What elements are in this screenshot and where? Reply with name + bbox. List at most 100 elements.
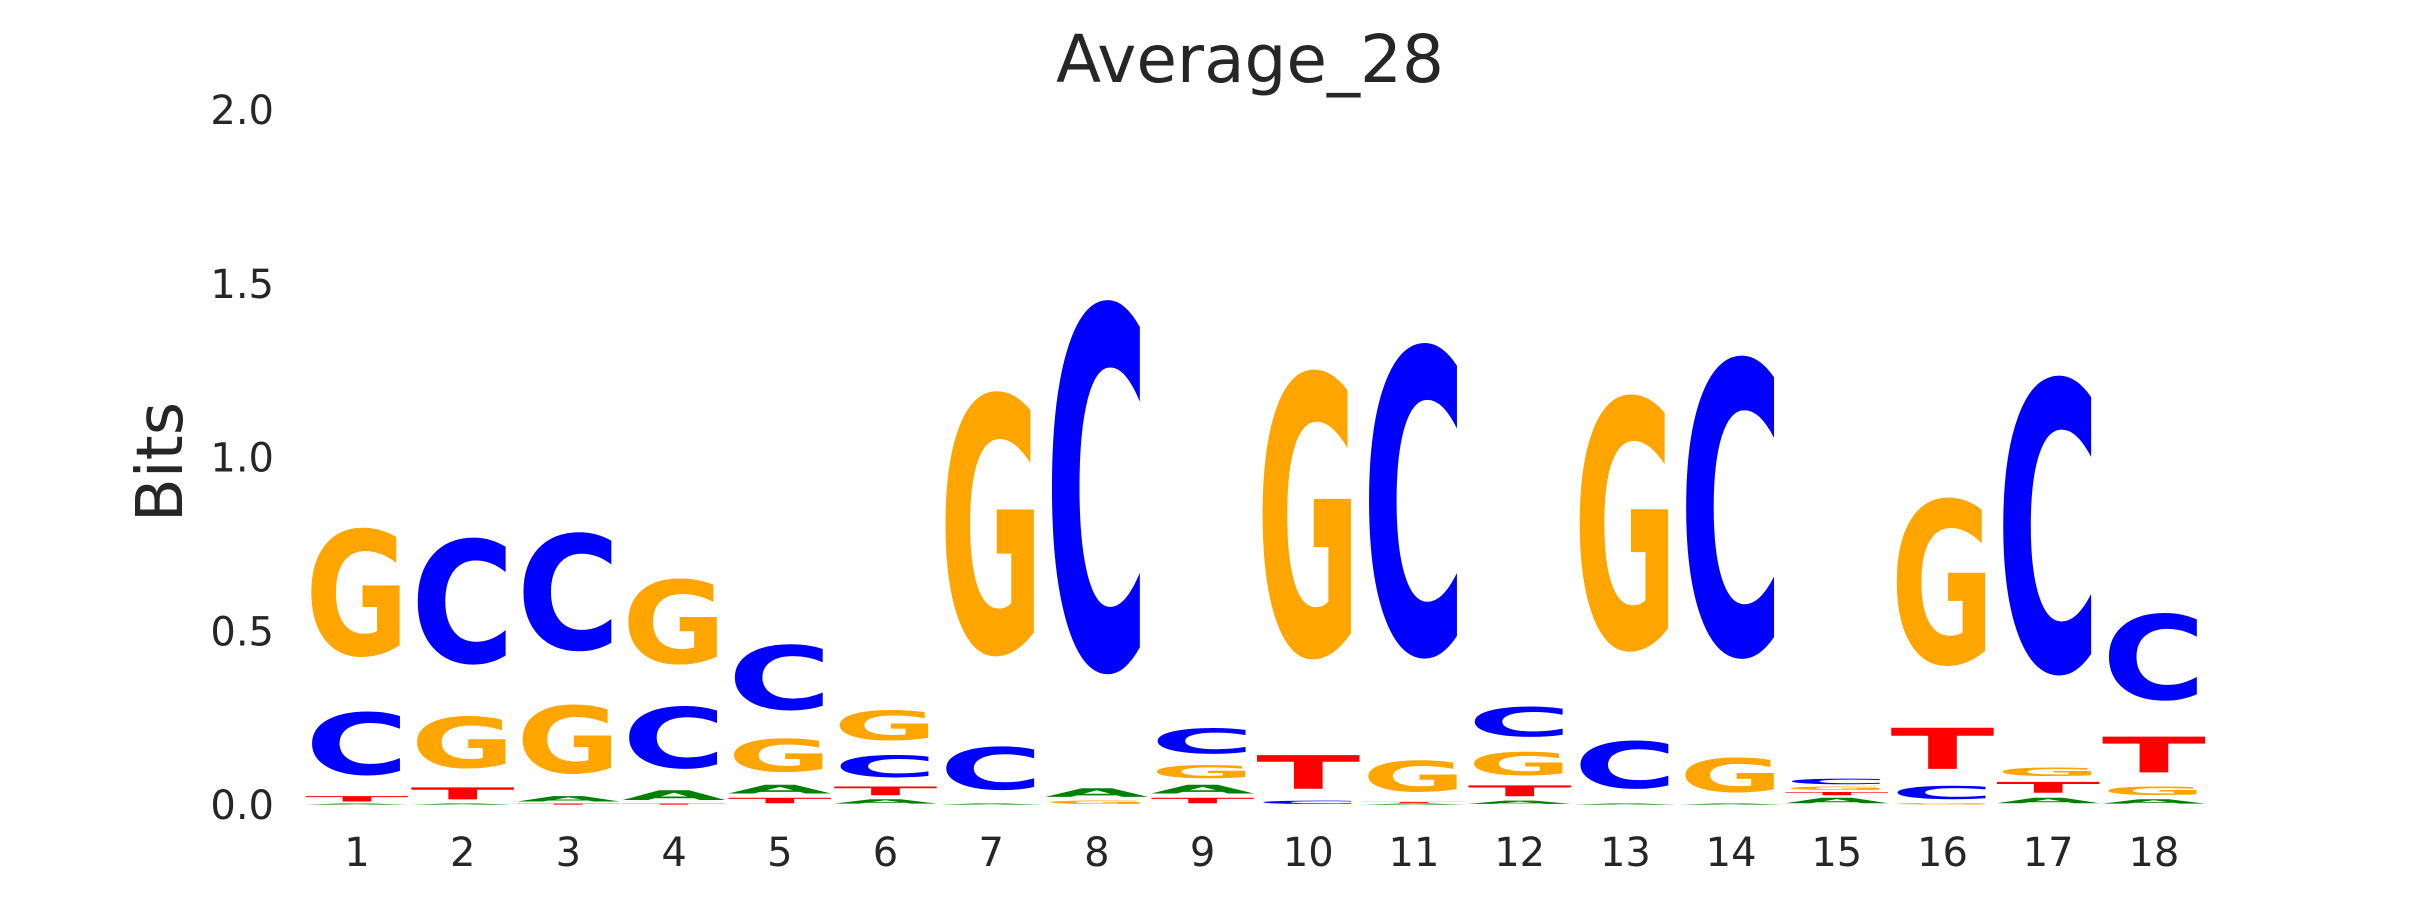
logo-letter-c: C xyxy=(2102,592,2206,727)
logo-letter-t: T xyxy=(516,803,620,805)
logo-letter-a: A xyxy=(1785,796,1889,805)
x-tick-label: 5 xyxy=(767,830,792,876)
logo-letter-c: C xyxy=(622,691,726,788)
logo-letter-t: T xyxy=(1256,746,1360,800)
logo-letter-a: A xyxy=(622,788,726,804)
logo-letter-c: C xyxy=(305,696,409,795)
logo-letter-a: A xyxy=(1468,800,1573,805)
logo-letter-t: T xyxy=(728,796,833,805)
logo-letter-g: G xyxy=(1045,800,1149,805)
logo-letter-g: G xyxy=(1256,299,1360,745)
y-axis-label: Bits xyxy=(124,402,198,522)
x-tick-label: 2 xyxy=(450,830,475,876)
logo-letter-g: G xyxy=(516,688,620,795)
logo-letter-t: T xyxy=(1362,802,1466,804)
logo-letter-g: G xyxy=(1996,765,2100,779)
logo-letter-c: C xyxy=(1362,267,1466,752)
logo-letter-g: G xyxy=(1891,803,1995,805)
logo-letter-c: C xyxy=(1468,699,1572,746)
logo-letter-g: G xyxy=(1785,786,1889,791)
y-tick-label: 2.0 xyxy=(210,88,274,134)
logo-letter-c: C xyxy=(516,504,620,687)
logo-letter-a: A xyxy=(2102,798,2207,805)
x-tick-label: 12 xyxy=(1494,830,1545,876)
logo-letter-c: C xyxy=(1996,304,2100,765)
logo-letter-a: A xyxy=(411,803,516,805)
logo-letter-g: G xyxy=(305,497,409,696)
y-tick-label: 1.0 xyxy=(210,436,274,482)
logo-letter-a: A xyxy=(305,803,410,805)
logo-letter-g: G xyxy=(411,703,515,784)
logo-letter-c: C xyxy=(1045,208,1149,784)
logo-letter-t: T xyxy=(1996,779,2100,796)
logo-letter-g: G xyxy=(939,327,1043,735)
logo-letter-a: A xyxy=(516,795,620,804)
letter-stacks: ATCGATGCTAGCTACGTAGCATCGACGGACTAGCCTGATG… xyxy=(305,208,2206,805)
logo-letter-a: A xyxy=(728,782,832,796)
x-tick-label: 3 xyxy=(556,830,581,876)
logo-letter-c: C xyxy=(939,736,1043,803)
logo-letter-g: G xyxy=(622,560,726,691)
logo-letter-t: T xyxy=(834,784,938,798)
y-axis-ticks: 0.0 0.5 1.0 1.5 2.0 xyxy=(210,88,274,829)
logo-letter-t: T xyxy=(1151,796,1256,805)
logo-letter-g: G xyxy=(2102,784,2206,798)
chart-title: Average_28 xyxy=(1056,21,1444,98)
logo-letter-c: C xyxy=(728,628,832,730)
x-tick-label: 8 xyxy=(1084,830,1109,876)
logo-letter-a: A xyxy=(939,803,1044,805)
y-tick-label: 1.5 xyxy=(210,262,274,308)
logo-letter-t: T xyxy=(1891,717,1995,783)
x-tick-label: 10 xyxy=(1283,830,1334,876)
logo-letter-g: G xyxy=(728,731,832,783)
logo-letter-g: G xyxy=(1891,456,1995,715)
x-tick-label: 15 xyxy=(1811,830,1862,876)
x-tick-label: 9 xyxy=(1190,830,1215,876)
logo-letter-c: C xyxy=(1573,729,1677,803)
logo-letter-a: A xyxy=(1573,803,1678,805)
logo-letter-a: A xyxy=(1679,803,1784,805)
logo-letter-t: T xyxy=(305,795,410,804)
logo-letter-g: G xyxy=(1468,746,1572,783)
logo-column: ACG xyxy=(1573,332,1678,805)
x-tick-label: 13 xyxy=(1600,830,1651,876)
x-tick-label: 14 xyxy=(1706,830,1757,876)
logo-letter-c: C xyxy=(1151,722,1255,762)
logo-column: ACG xyxy=(939,327,1044,805)
x-tick-label: 18 xyxy=(2128,830,2179,876)
logo-letter-t: T xyxy=(622,803,726,805)
logo-letter-t: T xyxy=(411,784,515,803)
x-tick-label: 7 xyxy=(978,830,1003,876)
logo-letter-a: A xyxy=(1045,786,1149,800)
x-tick-label: 16 xyxy=(1917,830,1968,876)
y-tick-label: 0.5 xyxy=(210,609,274,655)
x-tick-label: 11 xyxy=(1389,830,1440,876)
logo-letter-c: C xyxy=(1891,782,1995,803)
logo-letter-c: C xyxy=(834,750,938,785)
logo-column: GAC xyxy=(1045,208,1149,805)
logo-letter-t: T xyxy=(1468,782,1572,799)
x-tick-label: 4 xyxy=(661,830,686,876)
logo-letter-a: A xyxy=(1362,803,1467,805)
x-tick-label: 1 xyxy=(344,830,369,876)
logo-letter-g: G xyxy=(834,703,938,750)
logo-letter-c: C xyxy=(1256,800,1360,805)
logo-letter-g: G xyxy=(1573,332,1677,728)
logo-letter-g: G xyxy=(1679,750,1783,803)
logo-letter-c: C xyxy=(411,507,515,703)
logo-column: CTG xyxy=(1256,299,1360,805)
logo-letter-g: G xyxy=(1151,762,1255,783)
